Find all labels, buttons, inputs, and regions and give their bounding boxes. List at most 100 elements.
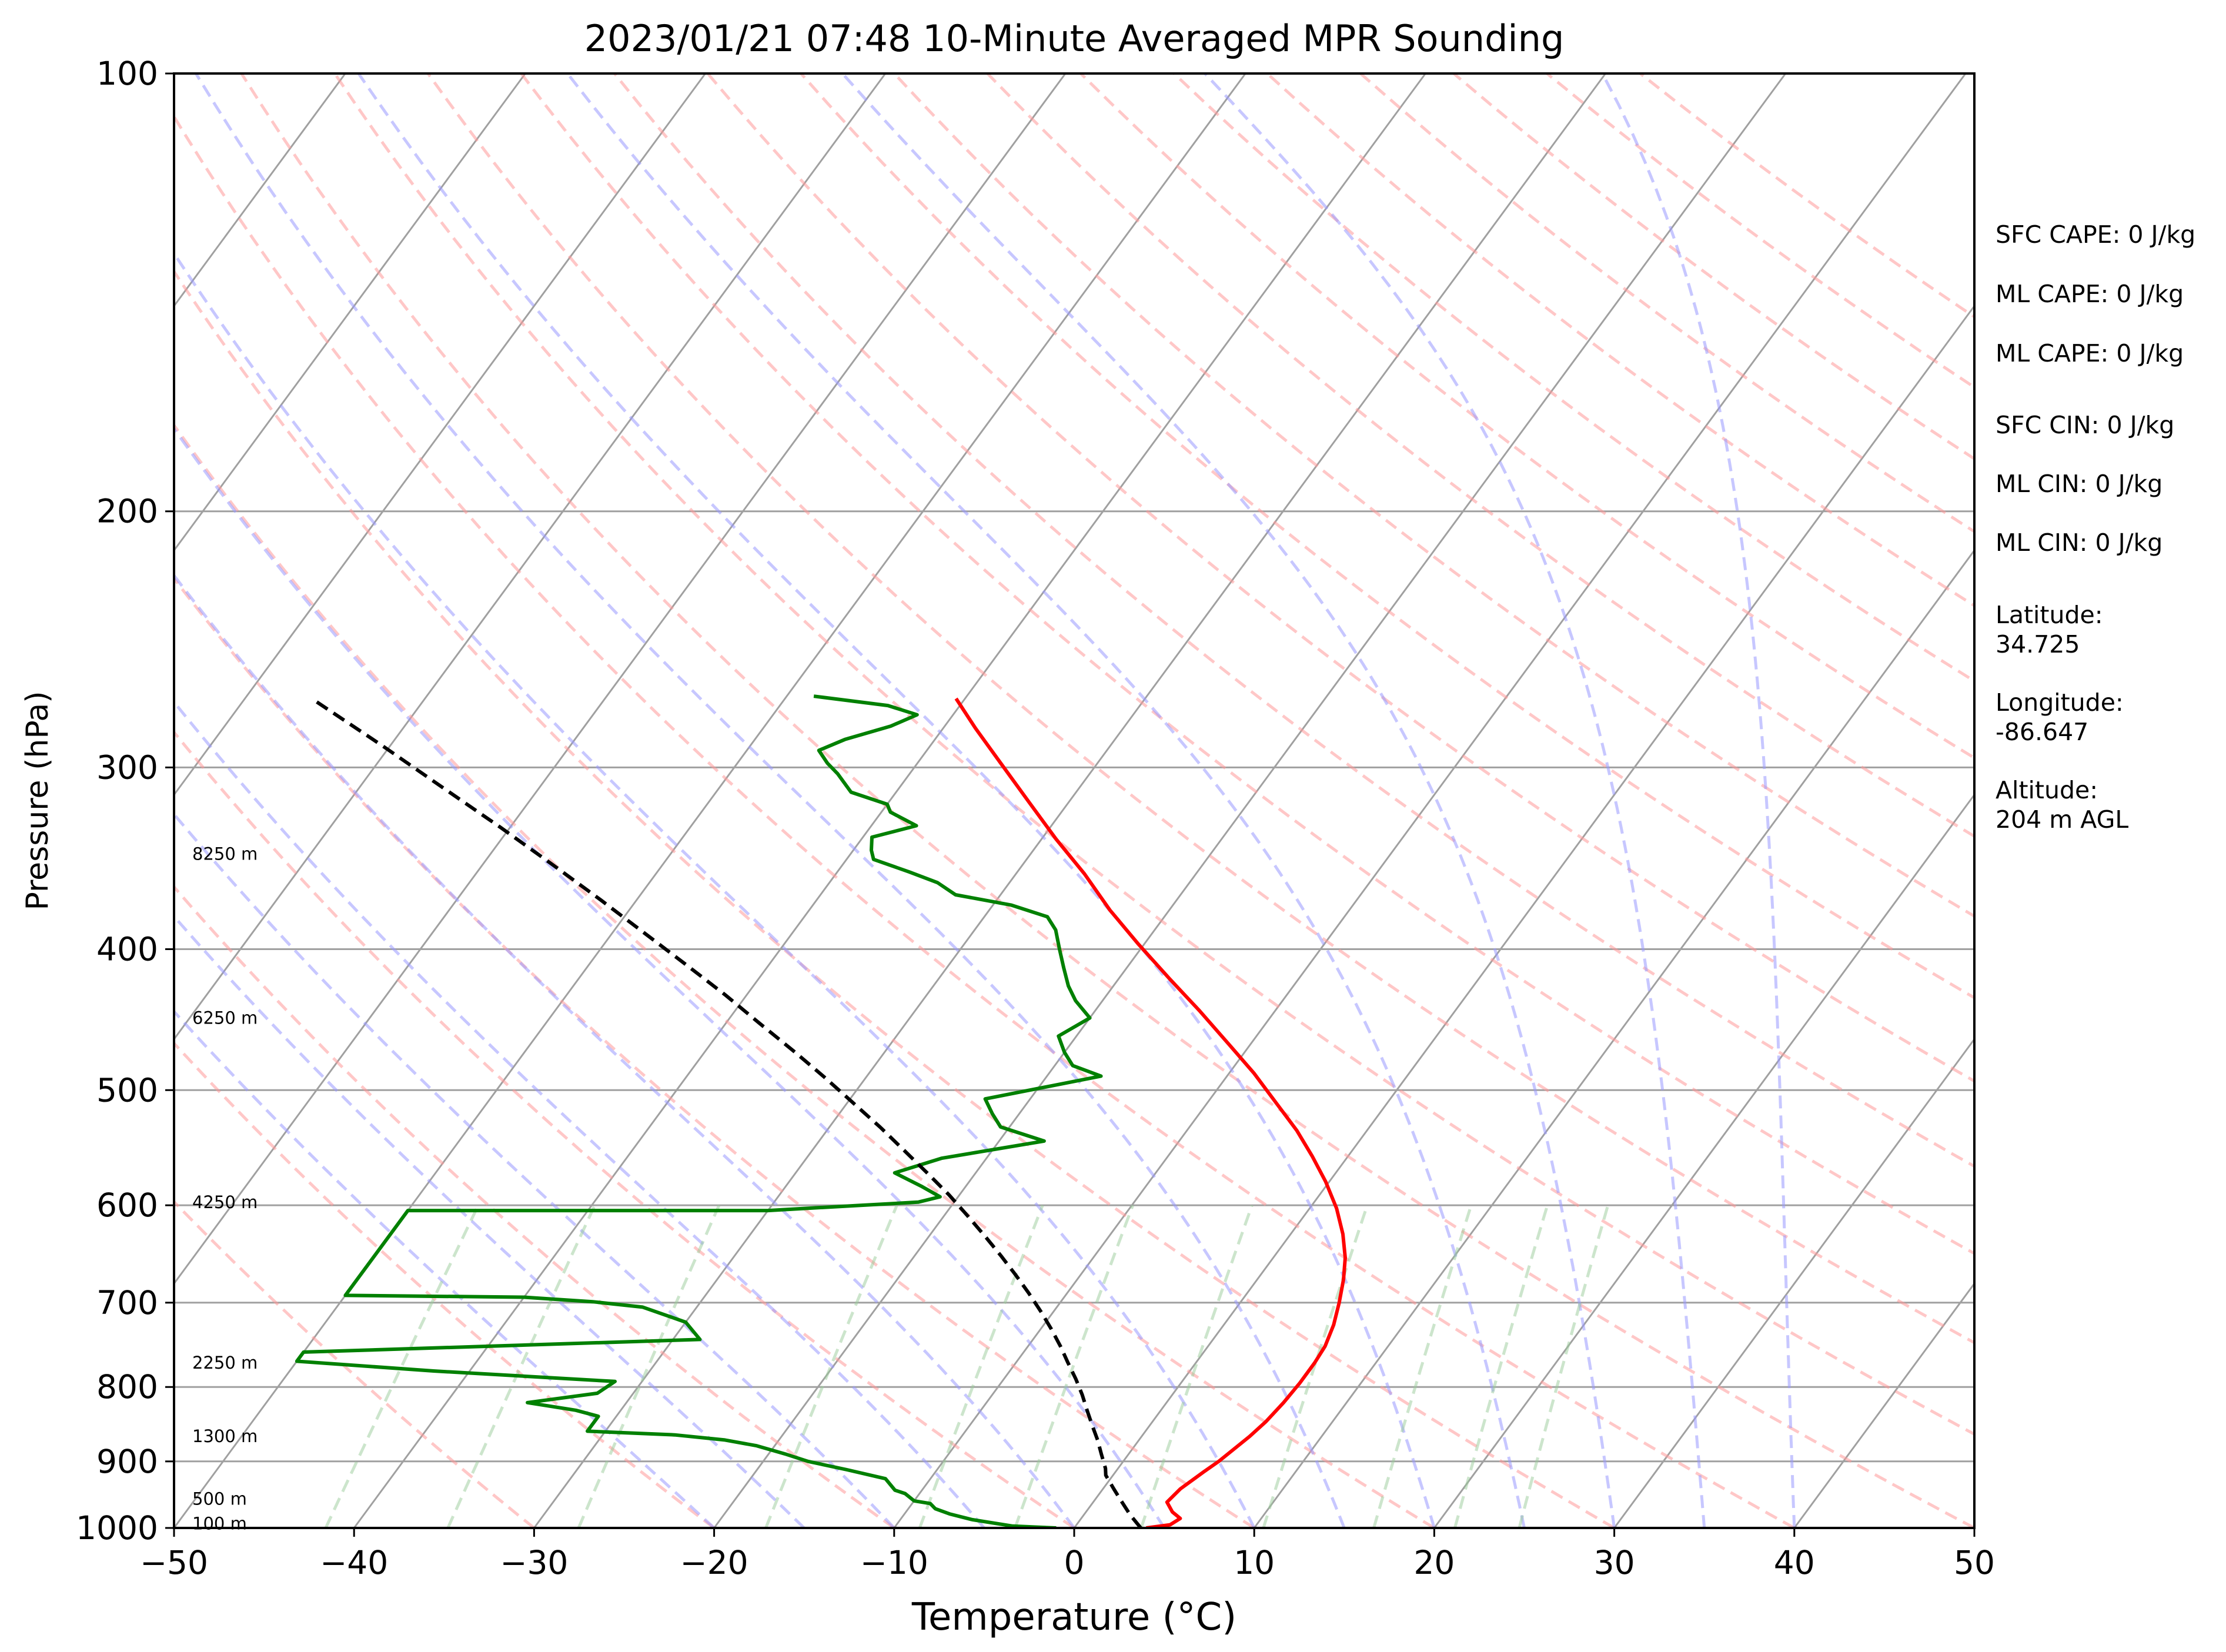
isotherm-line [1433,793,1974,1528]
dry-adiabat-line [1172,73,1974,683]
mixing-ratio-line [1518,1205,1610,1528]
y-tick-label: 100 [96,55,158,92]
moist-adiabat-line [174,1009,716,1528]
parcel-series-line [314,699,1142,1528]
dry-adiabat-line [893,73,1974,918]
isotherm-line [533,73,1606,1528]
mixing-ratio-line [446,1205,596,1528]
stat-ml-cin: ML CIN: 0 J/kg [1996,529,2163,557]
height-label: 8250 m [192,844,258,864]
dry-adiabat-line [174,1199,535,1528]
moist-adiabat-line [566,73,1526,1528]
mixing-ratio-line [1139,1205,1254,1528]
dry-adiabat-line [706,73,1974,1083]
moist-adiabat-line [174,812,895,1528]
y-axis-ticks: 100 200 300 400 500 600 700 800 900 1000 [76,55,174,1547]
moist-adiabat-line [195,73,1346,1528]
height-label: 6250 m [192,1008,258,1028]
y-tick-label: 700 [96,1284,158,1322]
y-tick-label: 1000 [76,1509,158,1547]
latitude-label: Latitude: [1996,601,2103,629]
dry-adiabat-line [426,73,1974,1345]
height-label: 500 m [192,1489,247,1509]
stat-sfc-cin: SFC CIN: 0 J/kg [1996,411,2174,439]
mixing-ratio-line [577,1205,721,1528]
x-tick-label: 20 [1413,1544,1455,1581]
mixing-ratio-line [324,1205,480,1528]
dry-adiabat-line [174,576,1255,1528]
height-label: 2250 m [192,1353,258,1373]
dry-adiabat-line [174,730,1075,1528]
moist-adiabat-line [1204,73,1706,1528]
mixing-ratio-line [1372,1205,1473,1528]
plot-frame [173,72,1976,1529]
y-tick-label: 500 [96,1071,158,1109]
x-tick-label: −20 [680,1544,748,1581]
x-axis-label: Temperature (°C) [911,1596,1236,1639]
dry-adiabat-line [520,73,1974,1255]
isotherm-line [1073,304,1974,1528]
mixing-ratio-line [918,1205,1044,1528]
mixing-ratio-line [1014,1205,1135,1528]
moist-adiabat-line [174,250,1256,1528]
isotherm-line [174,73,1246,1528]
moist-adiabat-line [357,73,1436,1528]
stat-sfc-cape: SFC CAPE: 0 J/kg [1996,220,2195,249]
altitude-label: Altitude: [1996,776,2098,804]
height-label: 100 m [192,1513,247,1533]
x-tick-label: −10 [860,1544,928,1581]
isotherm-line [1613,1038,1974,1528]
x-tick-label: 40 [1774,1544,1815,1581]
moist-adiabat-line [174,426,1166,1528]
y-tick-label: 200 [96,493,158,530]
x-tick-label: −40 [320,1544,388,1581]
isotherm-line [1253,549,1974,1528]
x-axis-ticks: −50 −40 −30 −20 −10 0 10 20 30 40 50 [140,1528,1995,1581]
moist-adiabat-line [1601,73,1796,1528]
x-tick-label: 10 [1234,1544,1275,1581]
height-label: 1300 m [192,1426,258,1446]
dewpoint-series-line [295,694,1103,1528]
x-tick-label: 0 [1064,1544,1085,1581]
stats-panel: SFC CAPE: 0 J/kg ML CAPE: 0 J/kg ML CAPE… [1996,220,2195,834]
dry-adiabat-line [174,113,1796,1528]
data-lines [295,694,1347,1528]
y-tick-label: 600 [96,1186,158,1224]
moist-adiabat-line [174,573,1076,1528]
longitude-label: Longitude: [1996,688,2124,717]
x-tick-label: 50 [1954,1544,1995,1581]
x-tick-label: 30 [1594,1544,1635,1581]
longitude-value: -86.647 [1996,718,2088,746]
stat-ml-cape: ML CAPE: 0 J/kg [1996,339,2184,367]
dry-adiabat-line [986,73,1974,838]
temperature-series-line [954,697,1347,1528]
latitude-value: 34.725 [1996,630,2080,658]
dry-adiabat-line [333,73,1974,1436]
mixing-ratio-line [764,1205,898,1528]
dry-adiabat-line [240,73,1974,1528]
y-tick-label: 800 [96,1368,158,1406]
dry-adiabat-line [174,1041,716,1528]
y-tick-label: 400 [96,930,158,968]
moist-adiabat-line [174,914,805,1528]
stat-ml-cin: ML CIN: 0 J/kg [1996,470,2163,498]
isotherm-line [174,73,706,797]
moist-adiabat-line [841,73,1616,1528]
isotherm-line [353,73,1426,1528]
dry-adiabat-line [174,884,895,1528]
height-label: 4250 m [192,1192,258,1212]
isotherm-line [174,73,1067,1285]
x-tick-label: −30 [500,1544,568,1581]
y-axis-label: Pressure (hPa) [20,691,55,911]
dry-adiabat-line [174,423,1435,1528]
y-tick-label: 300 [96,748,158,786]
y-tick-label: 900 [96,1443,158,1480]
isotherm-line [174,73,526,552]
chart-title: 2023/01/21 07:48 10-Minute Averaged MPR … [584,17,1565,60]
isotherm-line [1793,1282,1974,1528]
altitude-value: 204 m AGL [1996,805,2128,834]
background-lines [174,73,1974,1528]
height-labels: 100 m 500 m 1300 m 2250 m 4250 m 6250 m 8250 m [192,844,258,1533]
isotherm-line [893,73,1967,1528]
